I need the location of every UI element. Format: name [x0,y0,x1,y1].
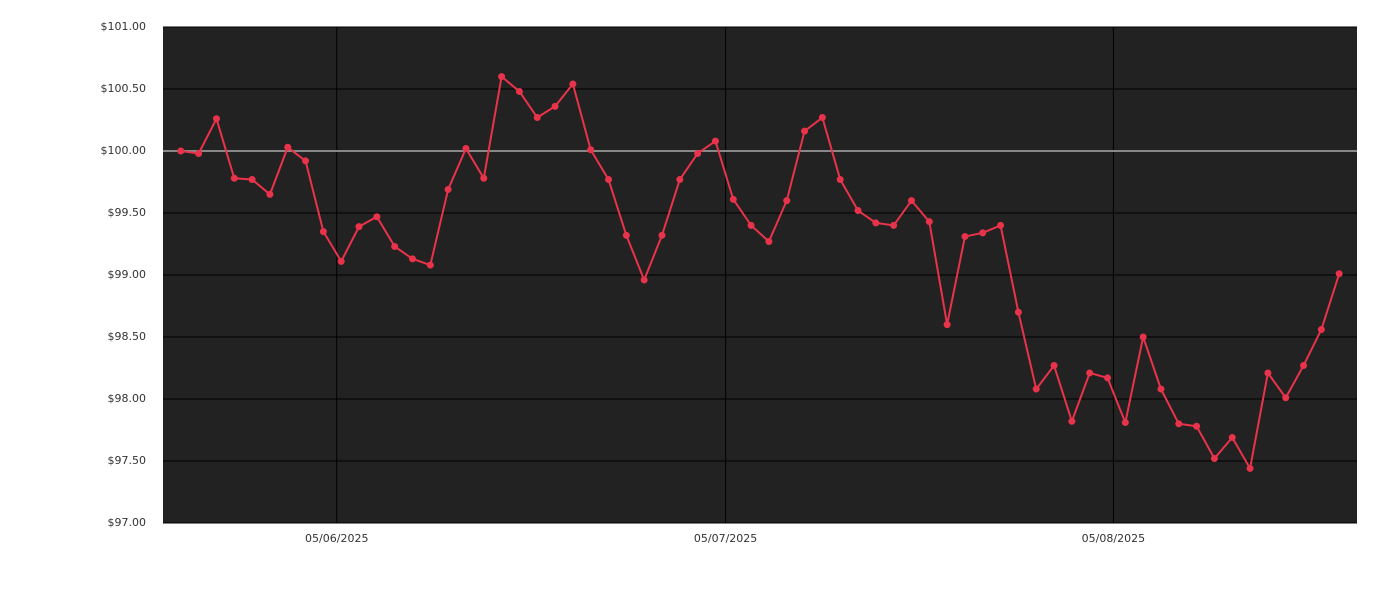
point [658,231,666,239]
point [1086,369,1094,377]
point [997,221,1005,229]
point [391,242,399,250]
point [1300,362,1308,370]
point [426,261,434,269]
point [569,80,577,88]
point [836,176,844,184]
point [925,218,933,226]
y-tick-label: $98.50 [108,330,147,343]
point [907,197,915,205]
point [284,143,292,151]
x-tick-label: 05/08/2025 [1082,532,1145,545]
point [711,137,719,145]
y-tick-label: $100.50 [101,82,147,95]
point [462,145,470,153]
point [498,73,506,81]
point [533,114,541,122]
point [640,276,648,284]
point [373,213,381,221]
point [943,321,951,329]
y-tick-label: $99.50 [108,206,147,219]
point [1104,374,1112,382]
point [1246,464,1254,472]
point [1014,308,1022,316]
point [676,176,684,184]
y-tick-label: $99.00 [108,268,147,281]
point [694,149,702,157]
point [515,87,523,95]
point [747,221,755,229]
y-tick-label: $100.00 [101,144,147,157]
point [818,114,826,122]
point [587,146,595,154]
point [961,233,969,241]
point [337,257,345,265]
point [302,157,310,165]
point [1050,362,1058,370]
point [872,219,880,227]
point [1068,417,1076,425]
point [480,174,488,182]
point [1193,422,1201,430]
point [266,190,274,198]
point [605,176,613,184]
point [1228,433,1236,441]
point [195,149,203,157]
point [1032,385,1040,393]
point [1282,394,1290,402]
point [801,127,809,135]
point [1210,455,1218,463]
point [1157,385,1165,393]
point [1175,420,1183,428]
point [1317,326,1325,334]
point [765,238,773,246]
point [783,197,791,205]
point [230,174,238,182]
y-tick-label: $98.00 [108,392,147,405]
point [1264,369,1272,377]
point [408,255,416,263]
point [551,102,559,110]
point [979,229,987,237]
point [177,147,185,155]
point [890,221,898,229]
point [1139,333,1147,341]
point [212,115,220,123]
point [729,195,737,203]
point [355,223,363,231]
point [248,176,256,184]
point [319,228,327,236]
point [622,231,630,239]
point [1335,270,1343,278]
y-tick-label: $97.00 [108,516,147,529]
point [854,207,862,215]
y-tick-label: $97.50 [108,454,147,467]
point [1121,419,1129,427]
x-tick-label: 05/06/2025 [305,532,368,545]
y-tick-label: $101.00 [101,20,147,33]
point [444,185,452,193]
x-tick-label: 05/07/2025 [694,532,757,545]
